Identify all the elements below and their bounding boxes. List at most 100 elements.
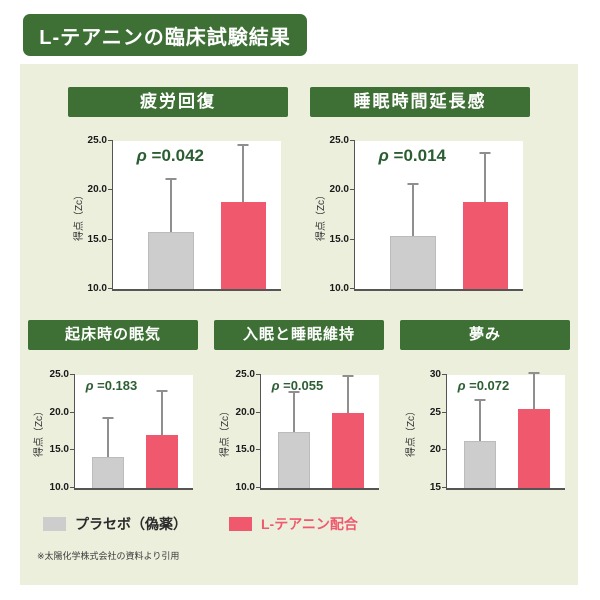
error-bar xyxy=(533,373,536,409)
error-bar-cap xyxy=(479,151,491,154)
y-tick-label: 20.0 xyxy=(49,406,69,418)
legend: プラセボ（偽薬） L-テアニン配合 xyxy=(43,514,578,534)
chart-row-bottom: 起床時の眠気 得点（Zc） ρ =0.183 25.0 20.0 15.0 10.0 … xyxy=(20,320,578,493)
y-tick-mark xyxy=(256,449,261,451)
error-bar-cap xyxy=(407,183,419,186)
chart-body: 得点（Zc） ρ =0.055 25.0 20.0 15.0 10.0 xyxy=(214,350,384,493)
error-bar xyxy=(411,185,414,236)
y-tick-mark xyxy=(256,411,261,413)
p-value-label: ρ =0.183 xyxy=(85,378,138,393)
legend-item-placebo: プラセボ（偽薬） xyxy=(43,514,187,534)
error-bar xyxy=(478,401,481,442)
placebo-bar xyxy=(91,457,124,488)
y-tick-label: 20.0 xyxy=(235,406,255,418)
error-bar-cap xyxy=(102,416,114,419)
chart-sleep-extension: 睡眠時間延長感 得点（Zc） ρ =0.014 25.0 20.0 15.0 10.0 xyxy=(310,87,530,294)
error-bar xyxy=(106,418,109,458)
y-tick-mark xyxy=(256,374,261,375)
plot-area: ρ =0.014 25.0 20.0 15.0 10.0 xyxy=(330,136,523,294)
y-tick-mark xyxy=(70,374,75,375)
chart-title: 夢み xyxy=(400,320,570,350)
y-tick-mark xyxy=(350,238,355,240)
chart-title: 疲労回復 xyxy=(68,87,288,117)
y-tick-mark xyxy=(108,189,113,191)
chart-title: 入眠と睡眠維持 xyxy=(214,320,384,350)
y-tick-label: 15.0 xyxy=(329,233,349,245)
y-tick-label: 15.0 xyxy=(87,233,107,245)
error-bar xyxy=(161,391,164,436)
y-tick-mark xyxy=(350,288,355,289)
y-tick-label: 25.0 xyxy=(329,135,349,146)
y-axis-label-wrap: 得点（Zc） xyxy=(402,375,418,488)
y-tick-mark xyxy=(70,411,75,413)
error-bar xyxy=(347,377,350,414)
error-bar-cap xyxy=(237,143,249,146)
theanine-swatch xyxy=(229,517,252,531)
y-tick-label: 15.0 xyxy=(49,444,69,456)
chart-morning-sleepiness: 起床時の眠気 得点（Zc） ρ =0.183 25.0 20.0 15.0 10.0 xyxy=(28,320,198,493)
placebo-bar xyxy=(463,441,496,488)
y-tick-label: 25 xyxy=(429,406,441,418)
placebo-swatch xyxy=(43,517,66,531)
chart-row-top: 疲労回復 得点（Zc） ρ =0.042 25.0 20.0 15.0 10.0 睡眠… xyxy=(20,87,578,294)
placebo-bar xyxy=(277,431,310,488)
chart-title: 起床時の眠気 xyxy=(28,320,198,350)
footnote: ※太陽化学株式会社の資料より引用 xyxy=(37,551,180,561)
error-bar-cap xyxy=(528,371,540,374)
y-tick-mark xyxy=(442,374,447,375)
y-tick-mark xyxy=(442,487,447,488)
error-bar xyxy=(292,393,295,432)
theanine-legend-label: L-テアニン配合 xyxy=(261,516,358,532)
y-tick-mark xyxy=(350,189,355,191)
y-tick-label: 10.0 xyxy=(87,283,107,294)
theanine-bar xyxy=(145,435,179,488)
plot-area: ρ =0.042 25.0 20.0 15.0 10.0 xyxy=(88,136,281,294)
y-axis-label-wrap: 得点（Zc） xyxy=(30,375,46,488)
page-title: L-テアニンの臨床試験結果 xyxy=(23,14,307,56)
chart-body: 得点（Zc） ρ =0.183 25.0 20.0 15.0 10.0 xyxy=(28,350,198,493)
placebo-bar xyxy=(390,235,436,289)
y-tick-mark xyxy=(108,288,113,289)
legend-item-theanine: L-テアニン配合 xyxy=(229,514,358,534)
y-axis-label-wrap: 得点（Zc） xyxy=(70,141,86,289)
error-bar-cap xyxy=(474,399,486,402)
y-axis-label: 得点（Zc） xyxy=(74,189,86,241)
y-tick-label: 25.0 xyxy=(87,135,107,146)
plot-area: ρ =0.183 25.0 20.0 15.0 10.0 xyxy=(50,370,193,493)
chart-dreaming: 夢み 得点（Zc） ρ =0.072 30 25 20 15 xyxy=(400,320,570,493)
y-tick-mark xyxy=(256,487,261,488)
chart-title: 睡眠時間延長感 xyxy=(310,87,530,117)
error-bar-cap xyxy=(156,389,168,392)
y-tick-label: 15 xyxy=(429,482,441,493)
error-bar xyxy=(484,153,487,203)
plot-area: ρ =0.072 30 25 20 15 xyxy=(430,370,565,493)
error-bar-cap xyxy=(165,178,177,181)
theanine-bar xyxy=(220,202,266,289)
y-tick-label: 10.0 xyxy=(49,482,69,493)
chart-body: 得点（Zc） ρ =0.014 25.0 20.0 15.0 10.0 xyxy=(310,117,530,294)
y-axis-label: 得点（Zc） xyxy=(316,189,328,241)
chart-fatigue-recovery: 疲労回復 得点（Zc） ρ =0.042 25.0 20.0 15.0 10.0 xyxy=(68,87,288,294)
y-tick-label: 20.0 xyxy=(329,184,349,196)
chart-body: 得点（Zc） ρ =0.072 30 25 20 15 xyxy=(400,350,570,493)
y-tick-mark xyxy=(108,238,113,240)
y-tick-mark xyxy=(442,449,447,451)
chart-body: 得点（Zc） ρ =0.042 25.0 20.0 15.0 10.0 xyxy=(68,117,288,294)
y-tick-mark xyxy=(70,487,75,488)
y-tick-label: 20 xyxy=(429,444,441,456)
y-tick-label: 10.0 xyxy=(235,482,255,493)
y-tick-label: 30 xyxy=(429,369,441,380)
placebo-legend-label: プラセボ（偽薬） xyxy=(75,516,187,532)
y-tick-mark xyxy=(108,140,113,141)
theanine-bar xyxy=(462,202,508,289)
y-tick-mark xyxy=(350,140,355,141)
p-value-label: ρ =0.014 xyxy=(378,146,447,165)
y-tick-label: 25.0 xyxy=(49,369,69,380)
p-value-label: ρ =0.055 xyxy=(271,378,324,393)
chart-sleep-onset-maintenance: 入眠と睡眠維持 得点（Zc） ρ =0.055 25.0 20.0 15.0 10.0 xyxy=(214,320,384,493)
y-tick-label: 10.0 xyxy=(329,283,349,294)
error-bar xyxy=(169,180,172,232)
error-bar-cap xyxy=(288,391,300,394)
y-tick-label: 15.0 xyxy=(235,444,255,456)
p-value-label: ρ =0.072 xyxy=(457,378,510,393)
